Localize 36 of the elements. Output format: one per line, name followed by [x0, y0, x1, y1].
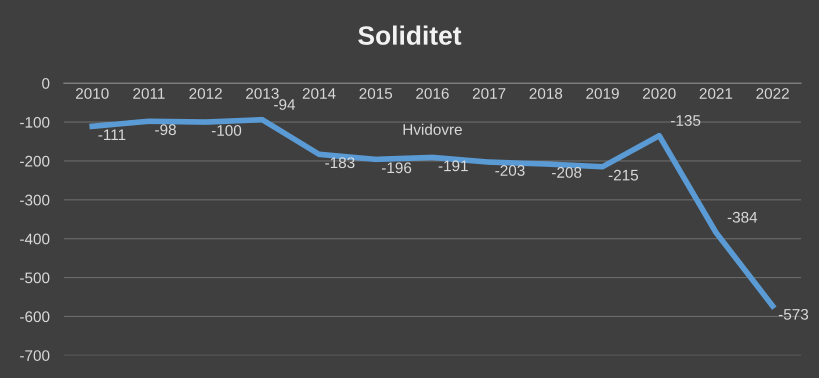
y-tick-label: -200 [20, 156, 50, 167]
x-tick-label: 2018 [530, 88, 562, 99]
data-label: -191 [438, 160, 468, 172]
x-tick-label: 2020 [643, 88, 676, 99]
x-tick-label: 2014 [302, 88, 336, 99]
x-tick-label: 2013 [246, 88, 279, 99]
data-label: -100 [212, 125, 242, 136]
y-tick-label: 0 [42, 78, 50, 89]
y-tick-label: -500 [20, 272, 50, 284]
x-tick-label: 2017 [472, 88, 506, 99]
x-tick-label: 2010 [76, 88, 109, 99]
data-label: -208 [552, 167, 582, 178]
data-label: -384 [728, 212, 758, 223]
data-label: -94 [274, 99, 296, 110]
y-tick-label: -600 [20, 311, 50, 322]
chart-title: Soliditet [358, 26, 462, 45]
x-tick-label: 2019 [586, 88, 619, 99]
data-label: -111 [98, 129, 126, 140]
data-label: -203 [495, 165, 525, 176]
data-label: -98 [155, 124, 176, 136]
y-tick-label: -100 [20, 116, 50, 128]
y-tick-label: -300 [20, 194, 50, 206]
x-tick-label: 2022 [756, 88, 789, 99]
data-label: -183 [325, 157, 354, 168]
x-tick-label: 2015 [360, 88, 392, 99]
data-label: -196 [382, 162, 412, 174]
x-tick-label: 2016 [416, 88, 449, 99]
data-label: -135 [671, 115, 700, 126]
x-tick-label: 2012 [189, 88, 222, 99]
y-tick-label: -400 [20, 234, 50, 244]
data-label: -573 [778, 308, 808, 320]
series-label: Hvidovre [404, 124, 462, 135]
y-tick-label: -700 [20, 350, 50, 362]
data-label: -215 [608, 170, 638, 181]
x-tick-label: 2021 [700, 88, 732, 99]
x-tick-label: 2011 [133, 88, 165, 99]
